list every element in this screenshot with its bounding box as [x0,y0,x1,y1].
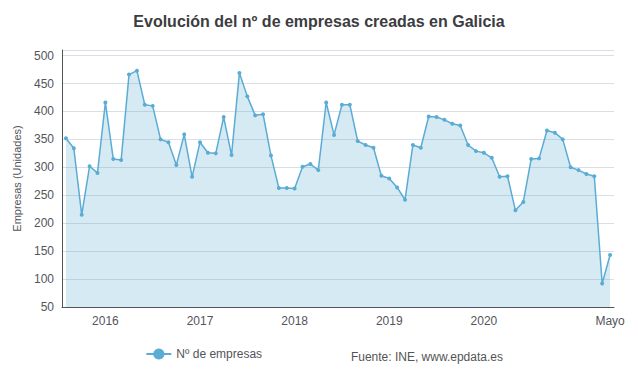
svg-text:2019: 2019 [376,314,403,328]
svg-text:Mayo: Mayo [595,314,625,328]
svg-text:400: 400 [34,104,54,118]
svg-text:200: 200 [34,216,54,230]
svg-text:150: 150 [34,244,54,258]
svg-text:2020: 2020 [471,314,498,328]
svg-text:Evolución del nº de empresas c: Evolución del nº de empresas creadas en … [133,13,504,30]
svg-text:Nº de empresas: Nº de empresas [176,347,262,361]
svg-text:2016: 2016 [92,314,119,328]
svg-text:2017: 2017 [187,314,214,328]
svg-text:450: 450 [34,77,54,91]
svg-text:250: 250 [34,188,54,202]
svg-text:Empresas (Unidades): Empresas (Unidades) [11,125,23,231]
svg-text:Fuente: INE, www.epdata.es: Fuente: INE, www.epdata.es [351,350,503,364]
svg-text:2018: 2018 [281,314,308,328]
svg-text:350: 350 [34,132,54,146]
svg-text:500: 500 [34,49,54,63]
svg-text:300: 300 [34,160,54,174]
svg-text:50: 50 [41,300,55,314]
svg-text:100: 100 [34,272,54,286]
